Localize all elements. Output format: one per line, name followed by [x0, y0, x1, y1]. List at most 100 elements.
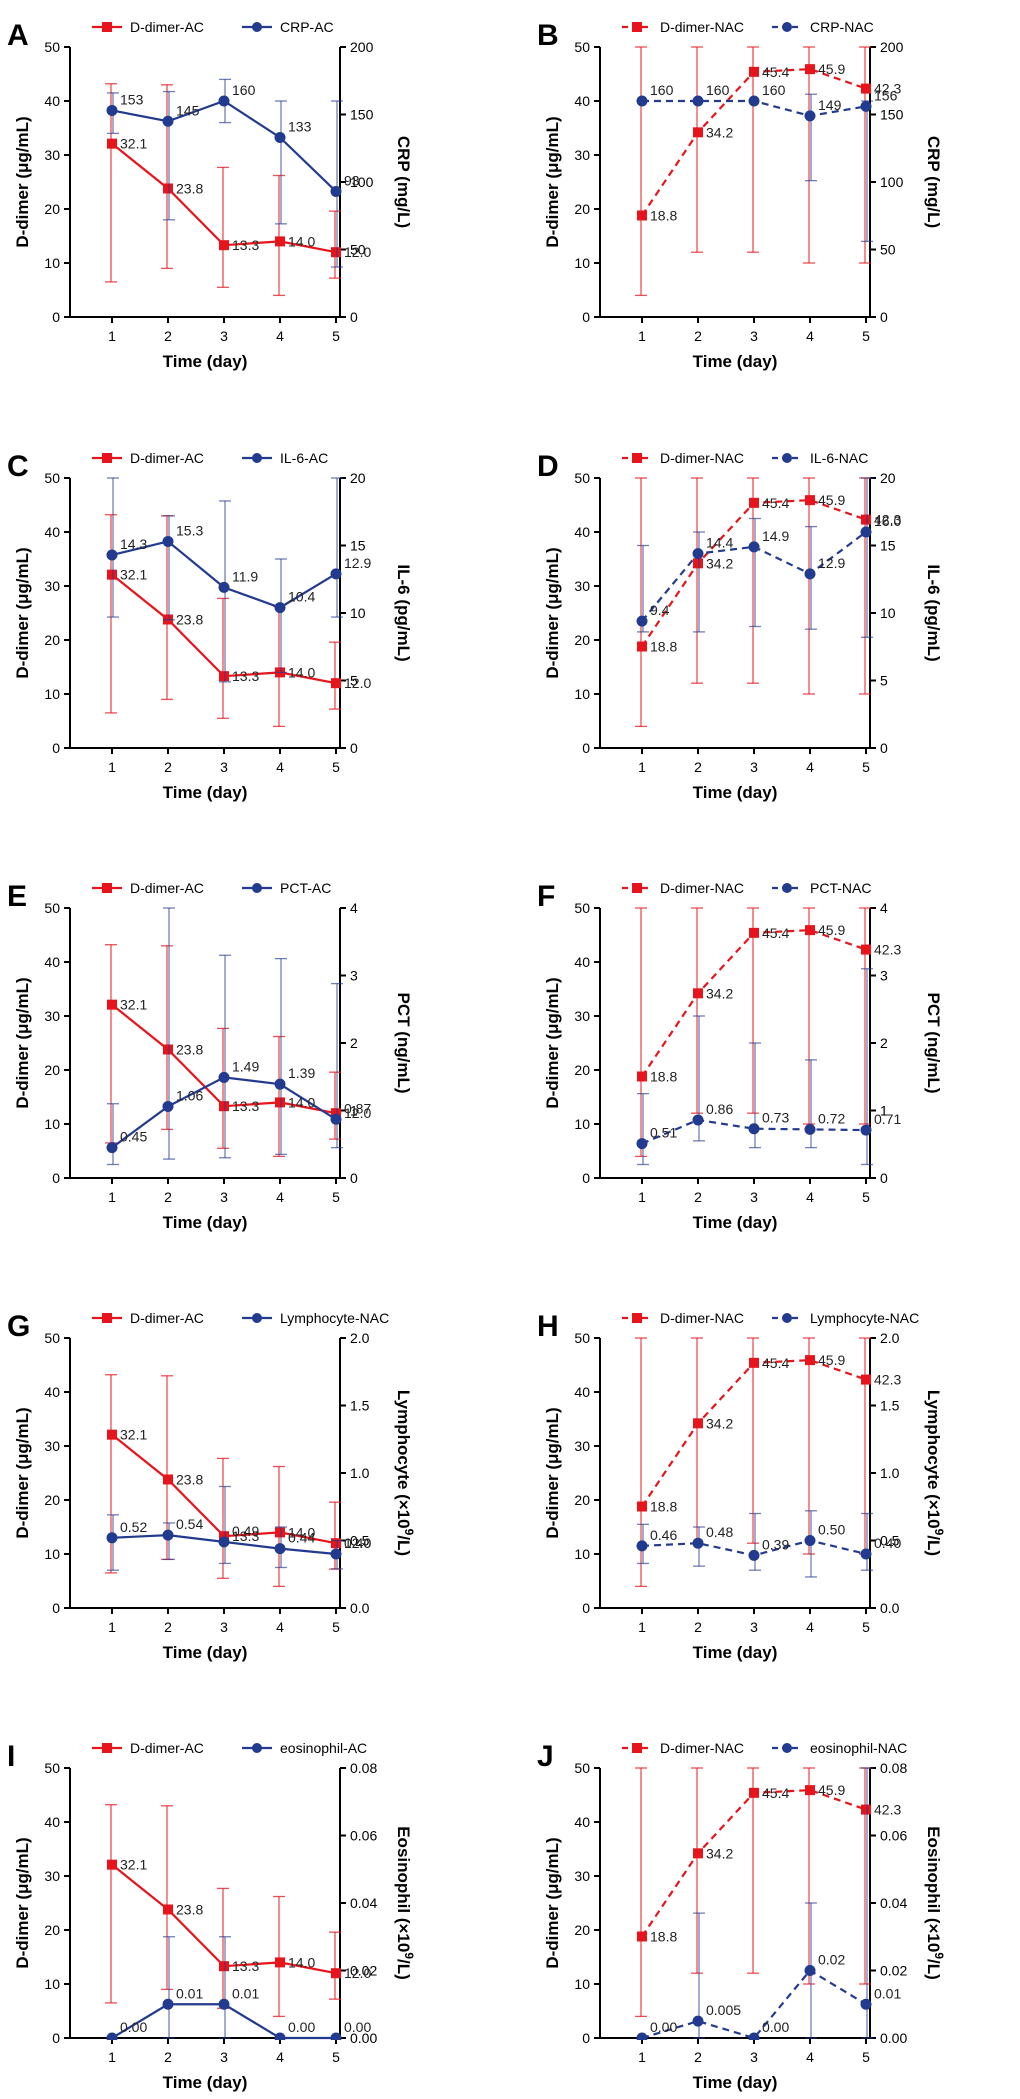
right-tick-label: 0: [880, 309, 888, 325]
data-point-square: [693, 988, 703, 999]
panel-b: B 0 10 20 30 40 50 0 50 100 150 200 1 2 3 4 5 Time (day) D…: [537, 19, 943, 371]
panel-letter: H: [537, 1310, 559, 1343]
data-label: 93: [344, 172, 360, 188]
data-point-circle: [162, 1100, 174, 1112]
plot-area: [105, 907, 343, 1166]
right-tick-label: 1.5: [880, 1398, 900, 1414]
series-pct-nac: [636, 968, 873, 1166]
left-tick-label: 20: [44, 1062, 60, 1078]
right-tick-label: 0.0: [880, 1600, 900, 1616]
series-d-dimer-nac: [635, 1767, 871, 2018]
series-lymphocyte-nac: [106, 1485, 343, 1571]
x-tick-label: 2: [694, 759, 702, 775]
data-label: 0.50: [818, 1522, 845, 1538]
right-tick-label: 1.0: [880, 1465, 900, 1481]
data-label: 133: [288, 118, 312, 134]
left-tick-label: 40: [574, 93, 590, 109]
data-point-circle: [162, 115, 174, 127]
data-label: 23.8: [176, 1471, 203, 1487]
data-label: 45.9: [818, 492, 845, 508]
left-tick-label: 0: [52, 1170, 60, 1186]
data-point-circle: [162, 1529, 174, 1541]
left-tick-label: 20: [44, 1922, 60, 1938]
left-axis-title-group: D-dimer (μg/mL): [543, 1407, 562, 1538]
x-tick-label: 3: [750, 2049, 758, 2065]
data-label: 45.9: [818, 61, 845, 77]
plot-area: [635, 907, 873, 1166]
x-axis-title: Time (day): [693, 783, 778, 802]
left-tick-label: 40: [574, 954, 590, 970]
x-tick-label: 2: [694, 328, 702, 344]
x-tick-label: 2: [694, 2049, 702, 2065]
data-point-circle: [636, 2032, 648, 2040]
data-point-square: [805, 1785, 815, 1796]
right-tick-label: 50: [880, 242, 896, 258]
x-tick-label: 1: [108, 2049, 116, 2065]
data-point-circle: [218, 1071, 230, 1083]
data-label: 160: [706, 82, 730, 98]
left-tick-label: 10: [44, 1116, 60, 1132]
right-axis-title-group: CRP (mg/L): [394, 136, 413, 228]
series-eosinophil-nac: [636, 1767, 873, 2040]
data-label: 0.51: [650, 1125, 677, 1141]
left-tick-label: 50: [44, 1330, 60, 1346]
data-label: 0.005: [706, 2002, 741, 2018]
x-tick-label: 1: [638, 1619, 646, 1635]
data-label: 14.0: [288, 1524, 315, 1540]
series-line: [641, 929, 867, 1078]
panel-letter: G: [7, 1310, 30, 1343]
data-point-square: [861, 1374, 871, 1385]
left-axis-title: D-dimer (μg/mL): [543, 116, 562, 247]
data-label: 42.3: [874, 1372, 901, 1388]
series-crp-ac: [106, 78, 343, 268]
panel-g: G 0 10 20 30 40 50 0.0 0.5 1.0 1.5 2.0 1 2 3 4 5 Time (da…: [7, 1310, 416, 1662]
left-axis-title-group: D-dimer (μg/mL): [13, 116, 32, 247]
data-point-square: [637, 210, 647, 221]
x-tick-label: 2: [164, 328, 172, 344]
x-tick-label: 3: [750, 328, 758, 344]
legend-marker-square: [632, 1313, 642, 1323]
right-axis-title-group: CRP (mg/L): [924, 136, 943, 228]
data-label: 0.00: [762, 2019, 789, 2035]
data-label: 0.40: [344, 1535, 371, 1551]
left-tick-label: 30: [44, 1438, 60, 1454]
panel-letter: F: [537, 880, 555, 913]
data-point-circle: [748, 1123, 760, 1135]
series-d-dimer-ac: [105, 1374, 341, 1588]
plot-area: [635, 477, 873, 728]
left-axis-title-group: D-dimer (μg/mL): [543, 977, 562, 1108]
right-tick-label: 15: [350, 538, 366, 554]
right-tick-label: 0: [880, 740, 888, 756]
data-label: 45.9: [818, 1352, 845, 1368]
x-tick-label: 3: [750, 1619, 758, 1635]
left-tick-label: 20: [574, 201, 590, 217]
legend-item: D-dimer-NAC: [622, 880, 744, 896]
left-tick-label: 50: [574, 39, 590, 55]
left-tick-label: 10: [574, 1116, 590, 1132]
left-tick-label: 40: [44, 1814, 60, 1830]
data-point-circle: [748, 95, 760, 107]
legend-marker-circle: [782, 1313, 792, 1323]
data-point-square: [331, 247, 341, 258]
series-line: [641, 499, 867, 648]
panel-letter: I: [7, 1740, 15, 1773]
data-point-square: [219, 240, 229, 251]
left-tick-label: 0: [582, 1600, 590, 1616]
data-point-square: [637, 641, 647, 652]
left-tick-label: 20: [574, 1062, 590, 1078]
right-tick-label: 1: [350, 1103, 358, 1119]
left-tick-label: 0: [52, 2030, 60, 2046]
data-point-circle: [748, 541, 760, 553]
right-tick-label: 0.02: [350, 1963, 377, 1979]
legend-label: D-dimer-NAC: [660, 19, 744, 35]
left-axis-title: D-dimer (μg/mL): [13, 1407, 32, 1538]
data-label: 12.9: [818, 555, 845, 571]
legend-label: D-dimer-NAC: [660, 880, 744, 896]
left-axis-title-group: D-dimer (μg/mL): [543, 547, 562, 678]
right-tick-label: 15: [880, 538, 896, 554]
data-label: 0.00: [344, 2019, 371, 2035]
left-axis-title: D-dimer (μg/mL): [13, 977, 32, 1108]
data-point-circle: [162, 535, 174, 547]
x-tick-label: 2: [164, 1619, 172, 1635]
